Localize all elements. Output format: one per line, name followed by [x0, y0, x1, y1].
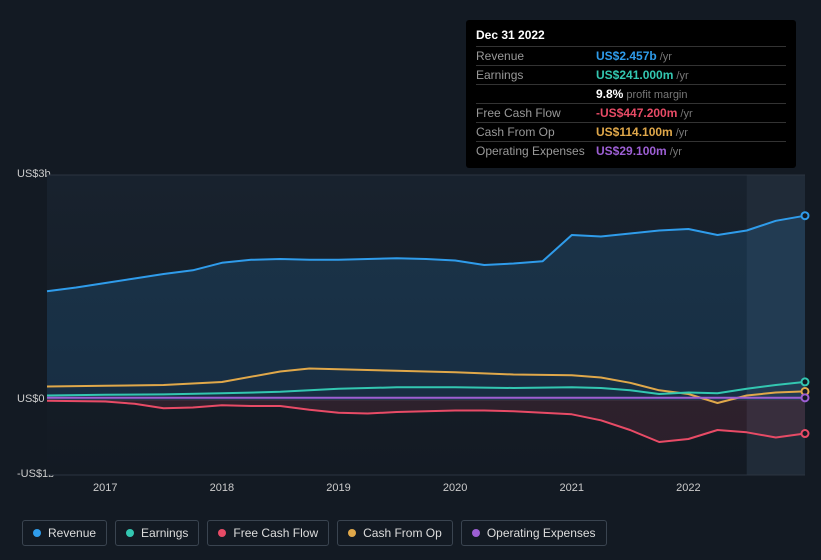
tooltip-row-value: -US$447.200m — [596, 106, 677, 120]
tooltip-date: Dec 31 2022 — [476, 28, 786, 42]
legend-item-label: Cash From Op — [363, 526, 442, 540]
legend-dot-icon — [33, 529, 41, 537]
legend: Revenue Earnings Free Cash Flow Cash From O… — [22, 520, 607, 546]
tooltip-row-label: Cash From Op — [476, 125, 596, 139]
tooltip-row: RevenueUS$2.457b /yr — [476, 46, 786, 65]
legend-item-operating-expenses[interactable]: Operating Expenses — [461, 520, 607, 546]
tooltip-row-value: US$2.457b — [596, 49, 657, 63]
tooltip-row-value: US$114.100m — [596, 125, 673, 139]
legend-dot-icon — [218, 529, 226, 537]
x-axis-label: 2018 — [210, 482, 234, 494]
legend-item-free-cash-flow[interactable]: Free Cash Flow — [207, 520, 329, 546]
tooltip-row-label: Revenue — [476, 49, 596, 63]
tooltip-row-value: US$29.100m — [596, 144, 667, 158]
tooltip-row-value: 9.8% — [596, 87, 623, 101]
y-axis-label: US$3b — [17, 168, 51, 180]
tooltip: Dec 31 2022 RevenueUS$2.457b /yrEarnings… — [466, 20, 796, 168]
tooltip-row: Operating ExpensesUS$29.100m /yr — [476, 141, 786, 160]
legend-item-label: Free Cash Flow — [233, 526, 318, 540]
tooltip-row-label: Operating Expenses — [476, 144, 596, 158]
legend-dot-icon — [126, 529, 134, 537]
x-axis-label: 2019 — [326, 482, 350, 494]
legend-item-label: Revenue — [48, 526, 96, 540]
legend-item-earnings[interactable]: Earnings — [115, 520, 199, 546]
legend-item-revenue[interactable]: Revenue — [22, 520, 107, 546]
tooltip-row: 9.8% profit margin — [476, 84, 786, 103]
tooltip-row-unit: /yr — [680, 108, 692, 120]
y-axis-label: US$0 — [17, 393, 45, 405]
tooltip-row-unit: /yr — [670, 146, 682, 158]
legend-item-label: Earnings — [141, 526, 188, 540]
tooltip-row-unit: /yr — [676, 70, 688, 82]
tooltip-row: Cash From OpUS$114.100m /yr — [476, 122, 786, 141]
tooltip-row-value: US$241.000m — [596, 68, 673, 82]
legend-dot-icon — [348, 529, 356, 537]
x-axis-label: 2022 — [676, 482, 700, 494]
tooltip-row-unit: profit margin — [626, 89, 687, 101]
legend-item-cash-from-op[interactable]: Cash From Op — [337, 520, 453, 546]
chart-svg — [47, 175, 805, 475]
tooltip-row: EarningsUS$241.000m /yr — [476, 65, 786, 84]
tooltip-row-label: Earnings — [476, 68, 596, 82]
tooltip-row: Free Cash Flow-US$447.200m /yr — [476, 103, 786, 122]
legend-item-label: Operating Expenses — [487, 526, 596, 540]
x-axis-label: 2021 — [560, 482, 584, 494]
legend-dot-icon — [472, 529, 480, 537]
x-axis-label: 2020 — [443, 482, 467, 494]
tooltip-row-unit: /yr — [676, 127, 688, 139]
x-axis-label: 2017 — [93, 482, 117, 494]
tooltip-row-label: Free Cash Flow — [476, 106, 596, 120]
tooltip-row-unit: /yr — [660, 51, 672, 63]
